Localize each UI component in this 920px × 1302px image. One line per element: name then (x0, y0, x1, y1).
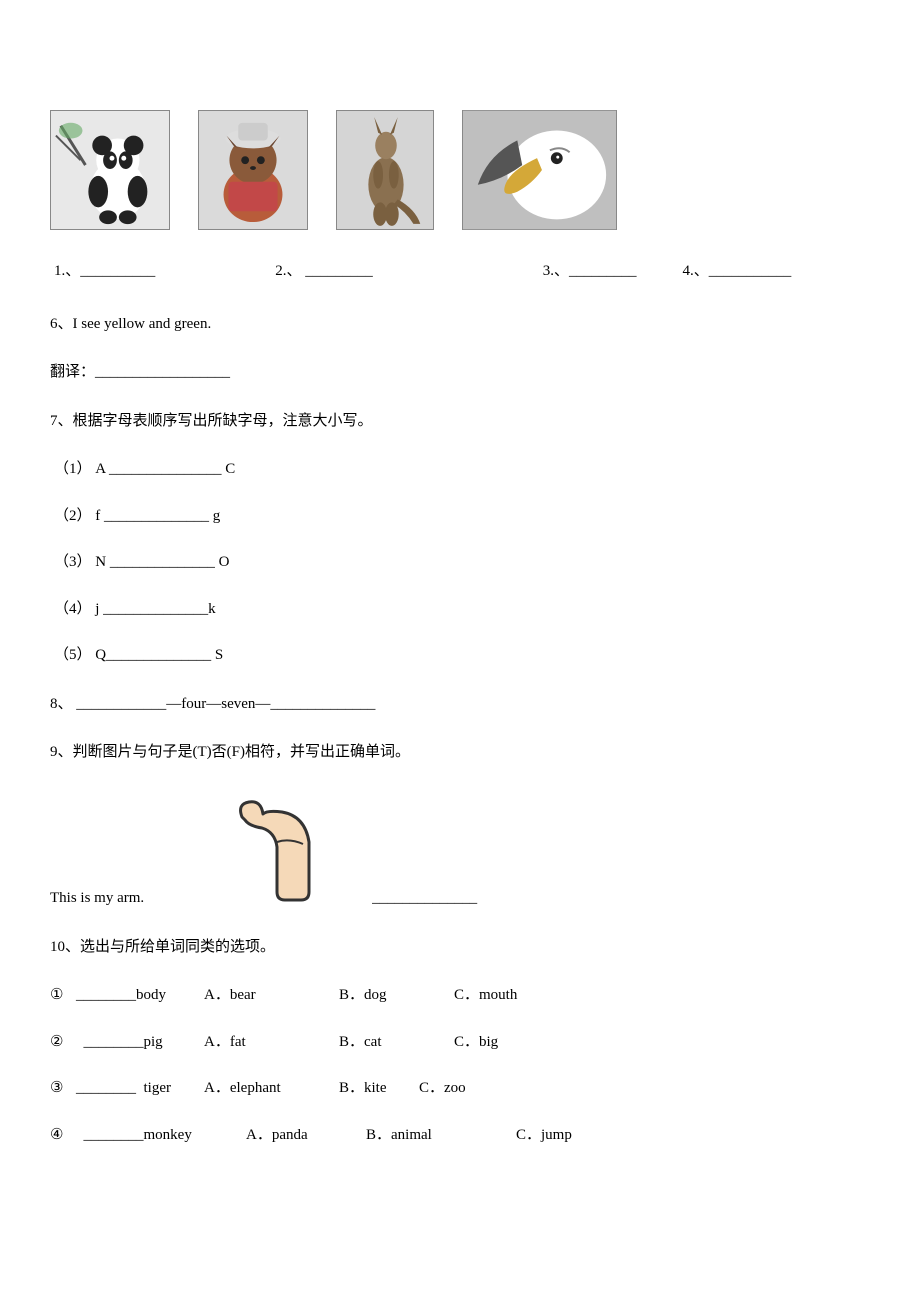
q10-blank-1: ________body (76, 984, 204, 1007)
q10-a-2: A．fat (204, 1031, 339, 1054)
answer-2: 2.、 _________ (275, 260, 373, 283)
q9-sentence: This is my arm. (50, 887, 144, 910)
q10-b-3: B．kite (339, 1077, 419, 1100)
q10-blank-4: ________monkey (76, 1124, 246, 1147)
q10-blank-3: ________ tiger (76, 1077, 204, 1100)
answer-row: 1.、__________ 2.、 _________ 3.、_________… (50, 260, 870, 283)
q10-c-2: C．big (454, 1031, 498, 1054)
image-panda (50, 110, 170, 230)
answer-4: 4.、___________ (683, 260, 792, 283)
q10-num-3: ③ (50, 1077, 76, 1100)
q6-text: 6、I see yellow and green. (50, 313, 870, 336)
image-kangaroo (336, 110, 434, 230)
answer-1: 1.、__________ (54, 260, 155, 283)
image-eagle (462, 110, 617, 230)
q10-a-3: A．elephant (204, 1077, 339, 1100)
image-cat-hat (198, 110, 308, 230)
q7-item-1: （1） A _______________ C (54, 458, 870, 481)
q10-b-1: B．dog (339, 984, 454, 1007)
q10-blank-2: ________pig (76, 1031, 204, 1054)
q10-a-1: A．bear (204, 984, 339, 1007)
q10-c-1: C．mouth (454, 984, 517, 1007)
q7-item-4: （4） j ______________k (54, 598, 870, 621)
q7-title: 7、根据字母表顺序写出所缺字母，注意大小写。 (50, 410, 870, 433)
q10-row-4: ④ ________monkey A．panda B．animal C．jump (50, 1124, 870, 1147)
q10-row-1: ① ________body A．bear B．dog C．mouth (50, 984, 870, 1007)
q8-text: 8、 ____________—four—seven—_____________… (50, 693, 870, 716)
q10-title: 10、选出与所给单词同类的选项。 (50, 936, 870, 959)
q10-b-2: B．cat (339, 1031, 454, 1054)
image-row (50, 110, 870, 230)
q10-num-4: ④ (50, 1124, 76, 1147)
answer-3: 3.、_________ (543, 260, 637, 283)
image-arm (212, 790, 332, 910)
q10-c-4: C．jump (516, 1124, 572, 1147)
q10-row-2: ② ________pig A．fat B．cat C．big (50, 1031, 870, 1054)
q6-translate: 翻译：__________________ (50, 361, 870, 384)
q10-b-4: B．animal (366, 1124, 516, 1147)
q10-c-3: C．zoo (419, 1077, 466, 1100)
q10-num-2: ② (50, 1031, 76, 1054)
q7-item-5: （5） Q______________ S (54, 644, 870, 667)
q10-row-3: ③ ________ tiger A．elephant B．kite C．zoo (50, 1077, 870, 1100)
q9-title: 9、判断图片与句子是(T)否(F)相符，并写出正确单词。 (50, 741, 870, 764)
q9-blank: ______________ (372, 887, 477, 910)
q7-item-2: （2） f ______________ g (54, 505, 870, 528)
q10-num-1: ① (50, 984, 76, 1007)
q7-item-3: （3） N ______________ O (54, 551, 870, 574)
q10-a-4: A．panda (246, 1124, 366, 1147)
q9-row: This is my arm. ______________ (50, 790, 870, 910)
